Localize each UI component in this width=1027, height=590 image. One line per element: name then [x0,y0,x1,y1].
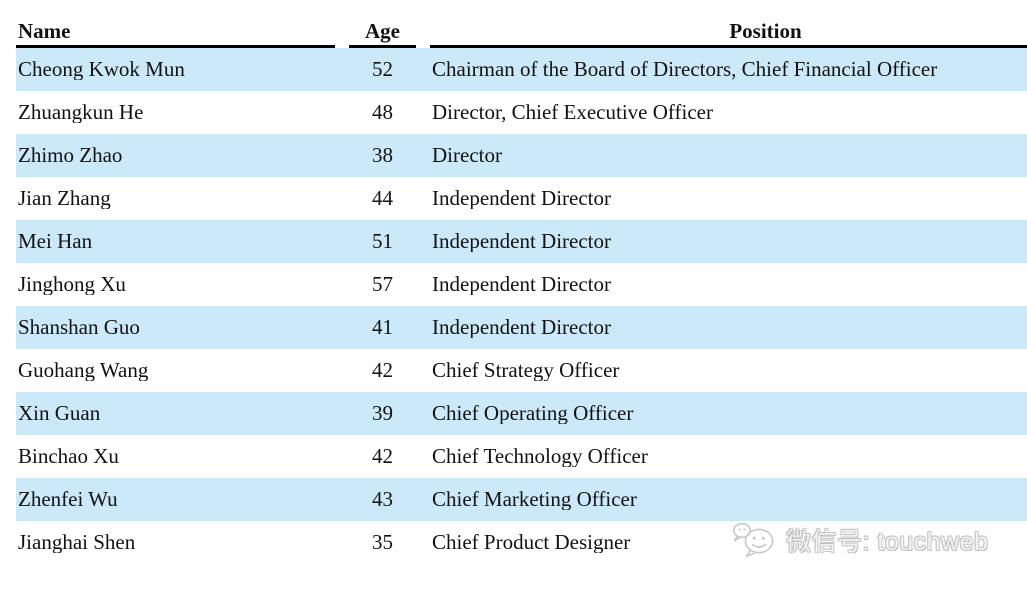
table-row: Jian Zhang 44 Independent Director [16,177,1027,220]
column-header-label: Name [18,19,71,43]
table-row: Zhuangkun He 48 Director, Chief Executiv… [16,91,1027,134]
cell-age: 57 [372,272,393,296]
cell-position: Chief Technology Officer [432,446,648,467]
column-header-label: Position [729,19,802,43]
cell-name: Zhenfei Wu [18,489,118,510]
table-body: Cheong Kwok Mun 52 Chairman of the Board… [0,48,1027,564]
header-rule-gap [335,0,349,48]
table-row: Zhenfei Wu 43 Chief Marketing Officer [16,478,1027,521]
cell-age: 43 [372,487,393,511]
cell-position: Independent Director [432,317,612,338]
cell-position: Chief Strategy Officer [432,360,620,381]
header-rule-gap [416,0,430,48]
cell-position: Independent Director [432,274,612,295]
table-row: Binchao Xu 42 Chief Technology Officer [16,435,1027,478]
cell-age: 51 [372,229,393,253]
cell-name: Zhimo Zhao [18,145,123,166]
cell-position: Director [432,145,502,166]
cell-position: Director, Chief Executive Officer [432,102,713,123]
column-header-name: Name [16,0,335,48]
cell-position: Chief Marketing Officer [432,489,637,510]
cell-age: 48 [372,100,393,124]
table-row: Zhimo Zhao 38 Director [16,134,1027,177]
table-row: Xin Guan 39 Chief Operating Officer [16,392,1027,435]
cell-name: Shanshan Guo [18,317,140,338]
cell-name: Jinghong Xu [18,274,126,295]
column-header-position: Position [430,0,1027,48]
cell-name: Mei Han [18,231,93,252]
cell-position: Independent Director [432,188,612,209]
cell-age: 52 [372,57,393,81]
table-row: Jianghai Shen 35 Chief Product Designer [16,521,1027,564]
cell-name: Jian Zhang [18,188,111,209]
cell-name: Xin Guan [18,403,101,424]
cell-age: 38 [372,143,393,167]
cell-age: 42 [372,444,393,468]
table-row: Guohang Wang 42 Chief Strategy Officer [16,349,1027,392]
cell-age: 41 [372,315,393,339]
cell-name: Zhuangkun He [18,102,144,123]
cell-age: 39 [372,401,393,425]
table-row: Mei Han 51 Independent Director [16,220,1027,263]
table-row: Cheong Kwok Mun 52 Chairman of the Board… [16,48,1027,91]
table-row: Shanshan Guo 41 Independent Director [16,306,1027,349]
cell-position: Chief Operating Officer [432,403,634,424]
cell-age: 44 [372,186,393,210]
cell-position: Independent Director [432,231,612,252]
table-header-row: Name Age Position [0,0,1027,48]
cell-name: Guohang Wang [18,360,149,381]
cell-position: Chief Product Designer [432,532,631,553]
cell-position: Chairman of the Board of Directors, Chie… [432,59,938,80]
cell-age: 35 [372,530,393,554]
cell-age: 42 [372,358,393,382]
column-header-label: Age [365,19,400,43]
table-row: Jinghong Xu 57 Independent Director [16,263,1027,306]
cell-name: Jianghai Shen [18,532,136,553]
column-header-age: Age [349,0,416,48]
management-table: Name Age Position Cheong Kwok Mun 52 Cha… [0,0,1027,564]
cell-name: Binchao Xu [18,446,119,467]
cell-name: Cheong Kwok Mun [18,59,185,80]
